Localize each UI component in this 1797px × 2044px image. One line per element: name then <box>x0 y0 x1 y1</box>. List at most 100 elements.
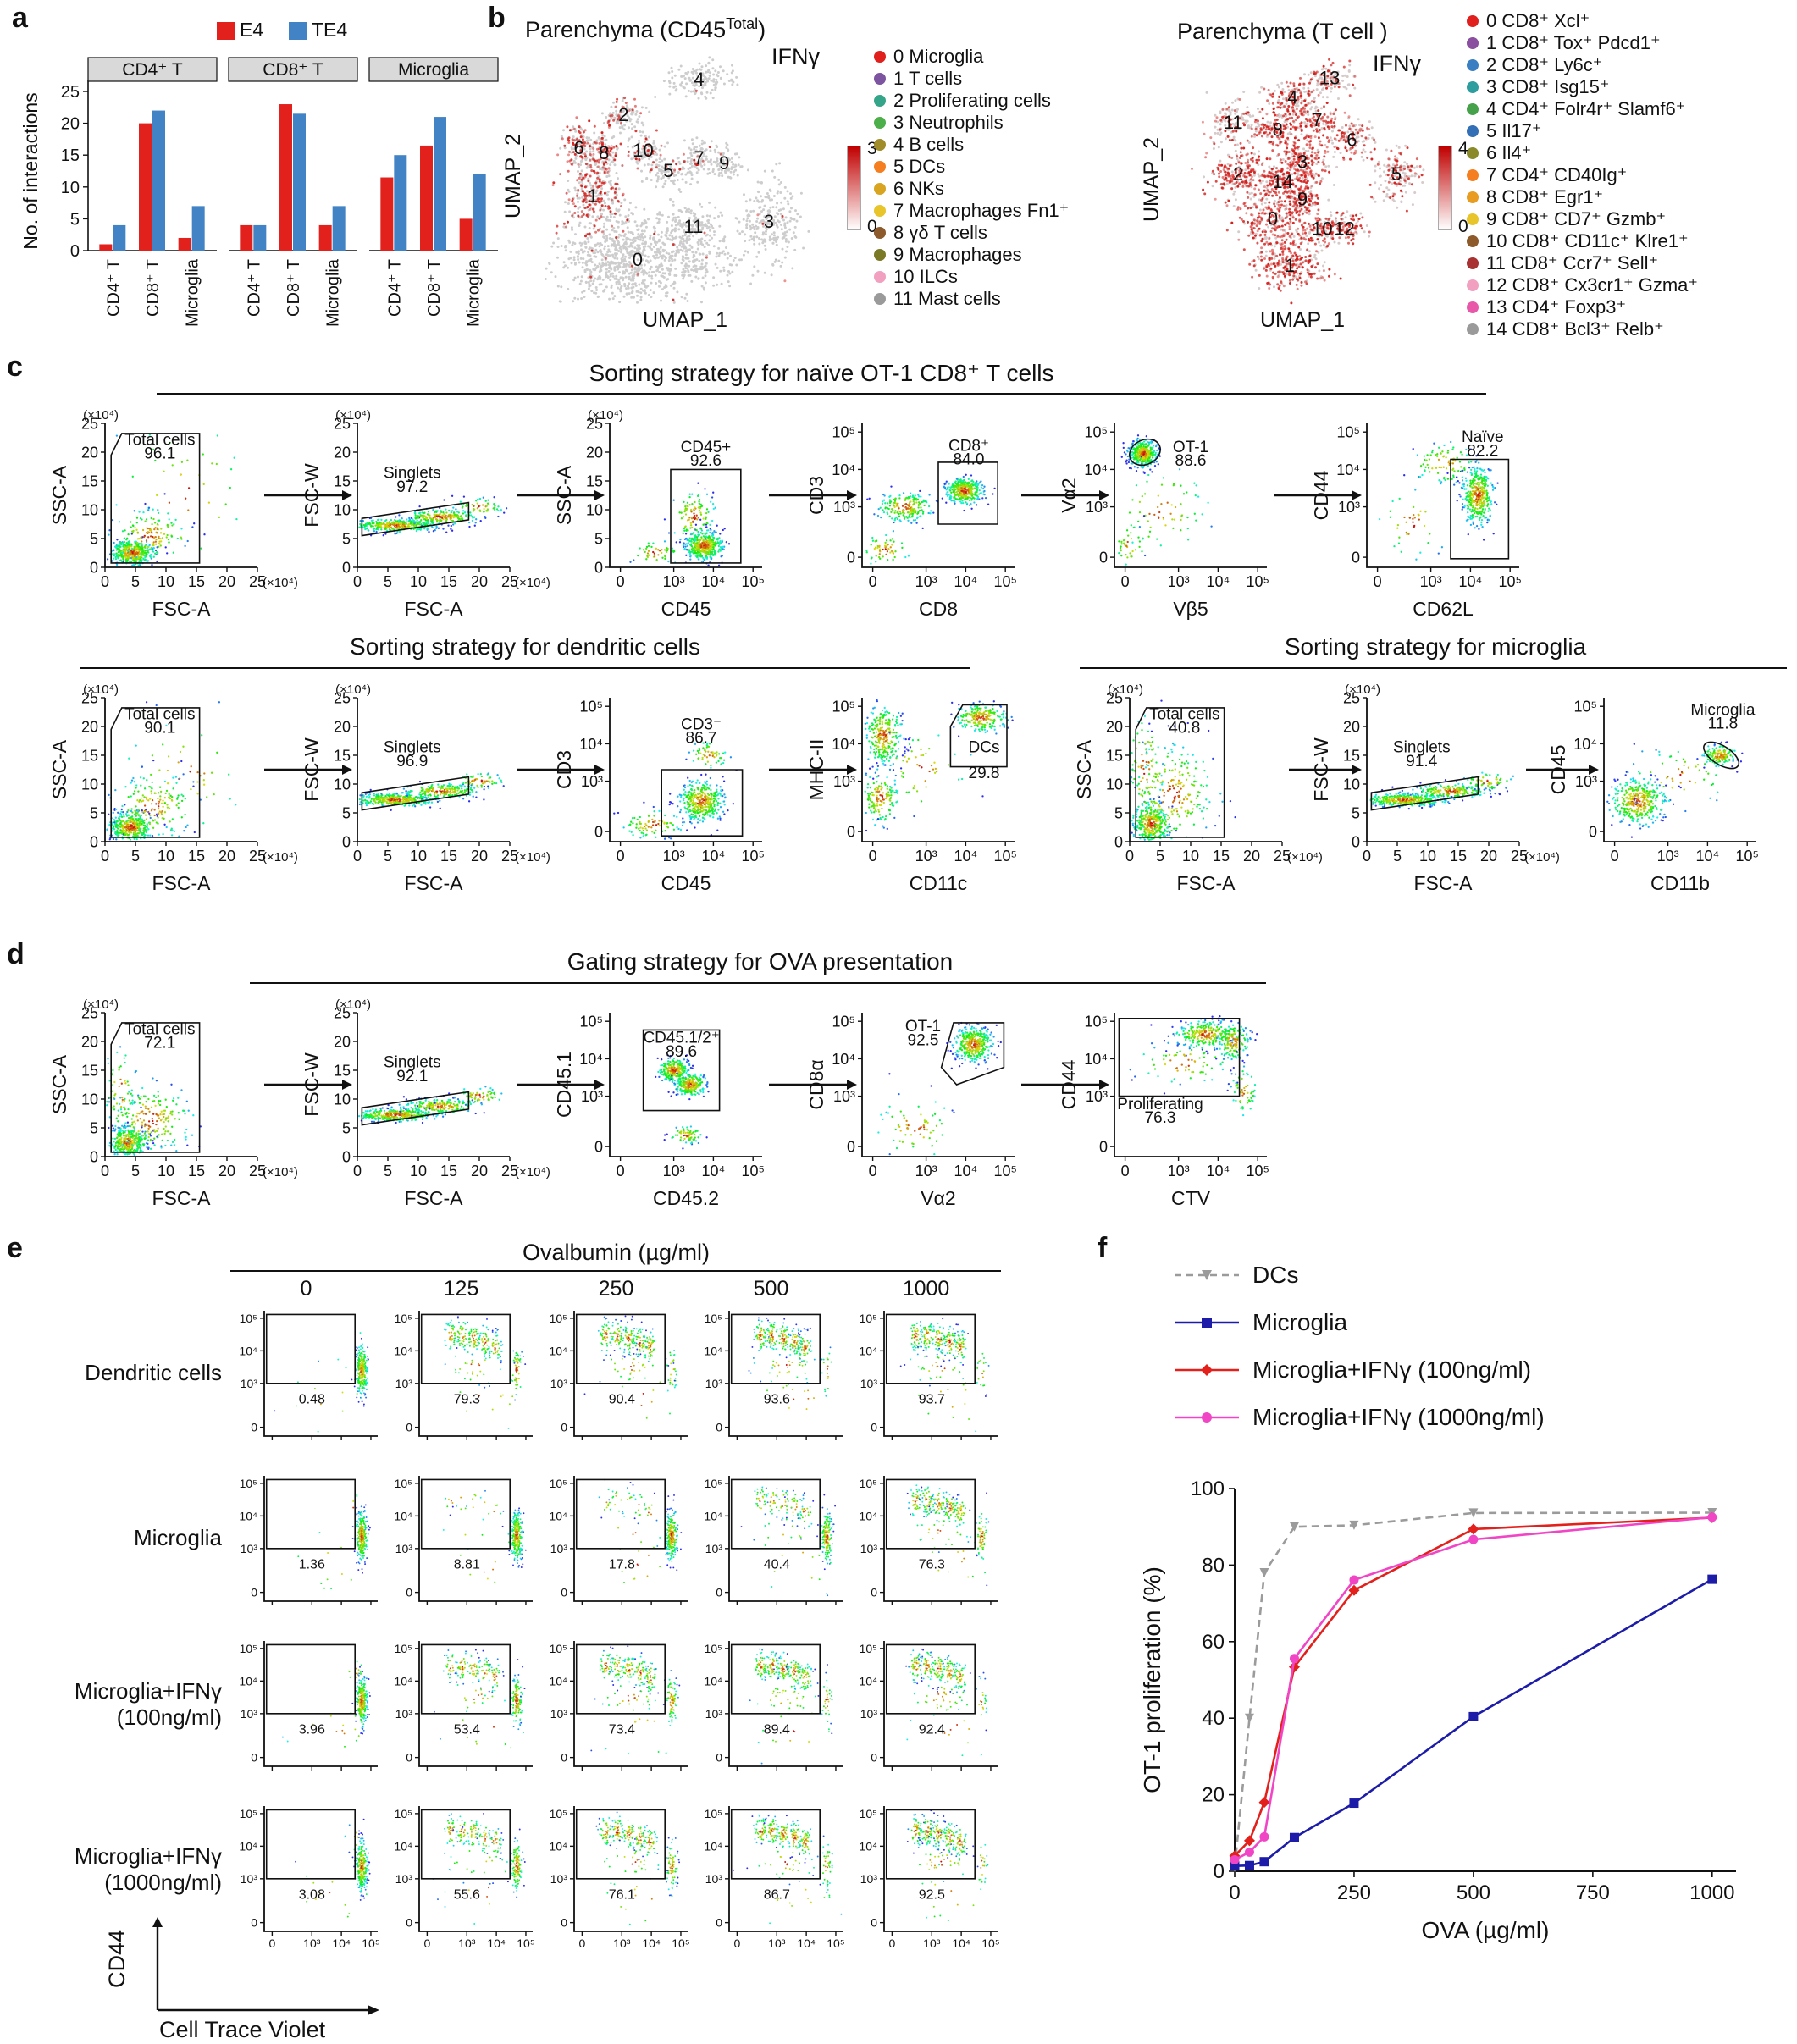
svg-text:UMAP_1: UMAP_1 <box>643 308 727 332</box>
legend-item: 1 T cells <box>874 68 1069 90</box>
arrow-icon <box>1021 1080 1109 1090</box>
svg-text:5: 5 <box>70 210 80 229</box>
legend-item: Microglia+IFNγ (100ng/ml) <box>1173 1346 1545 1394</box>
flow-row-mg: 0 5 10 15 20 25 0 5 10 15 20 25 SSC-A FSC-A (×10⁴) (×10… <box>1069 681 1797 894</box>
legend-item: 1 CD8⁺ Tox⁺ Pdcd1⁺ <box>1467 32 1698 54</box>
umap-left-title-suffix: ) <box>758 17 766 42</box>
legend-item: 11 CD8⁺ Ccr7⁺ Sell⁺ <box>1467 252 1698 274</box>
legend-item: 4 B cells <box>874 134 1069 156</box>
legend-dot-icon <box>1467 323 1479 335</box>
umap-right-title: Parenchyma (T cell ) <box>1177 19 1388 45</box>
svg-text:No. of interactions: No. of interactions <box>19 92 41 249</box>
svg-text:20: 20 <box>61 115 80 134</box>
svg-text:2: 2 <box>618 104 628 125</box>
legend-label: 3 CD8⁺ Isg15⁺ <box>1486 76 1610 98</box>
arrow-icon <box>517 765 605 775</box>
legend-item: 9 Macrophages <box>874 244 1069 266</box>
legend-dot-icon <box>1467 213 1479 225</box>
svg-text:3: 3 <box>764 211 774 232</box>
legend-item: 14 CD8⁺ Bcl3⁺ Relb⁺ <box>1467 318 1698 340</box>
legend-dot-icon <box>1467 103 1479 115</box>
legend-dot-icon <box>874 271 886 283</box>
ova-column-header: 500 <box>694 1277 849 1301</box>
legend-item: 12 CD8⁺ Cx3cr1⁺ Gzma⁺ <box>1467 274 1698 296</box>
svg-text:TE4: TE4 <box>312 19 347 41</box>
svg-text:9: 9 <box>719 152 729 174</box>
svg-text:Microglia: Microglia <box>324 258 343 327</box>
legend-dot-icon <box>874 227 886 239</box>
legend-label: 11 CD8⁺ Ccr7⁺ Sell⁺ <box>1486 252 1658 274</box>
legend-dot-icon <box>1467 15 1479 27</box>
ifng-colorbar-right: 4 0 <box>1438 139 1482 236</box>
umap-left-title-text: Parenchyma (CD45 <box>525 17 726 42</box>
legend-label: 11 Mast cells <box>893 288 1001 310</box>
legend-item: 5 Il17⁺ <box>1467 120 1698 142</box>
svg-text:10: 10 <box>633 140 653 161</box>
arrow-icon <box>264 1080 352 1090</box>
ova-column-headers: 0 125 250 500 1000 <box>229 1277 1004 1301</box>
umap-left-title-sup: Total <box>726 15 758 32</box>
legend-dot-icon <box>1467 147 1479 159</box>
legend-item: 7 Macrophages Fn1⁺ <box>874 200 1069 222</box>
legend-item: 7 CD4⁺ CD40Ig⁺ <box>1467 164 1698 186</box>
flow-row-naive: 0 5 10 15 20 25 0 5 10 15 20 25 SSC-A FSC-A (×10⁴) (×10… <box>44 406 1780 620</box>
flow-plot: 0 10³ 10⁴ 10⁵0510152025SSC-ACD45(×10⁴)CD45+… <box>553 408 765 620</box>
ova-column-header: 0 <box>229 1277 384 1301</box>
arrow-icon <box>1021 490 1109 500</box>
legend-sample-icon <box>1175 1318 1239 1328</box>
svg-text:CD8⁺ T: CD8⁺ T <box>285 259 303 317</box>
umap-right-legend: 0 CD8⁺ Xcl⁺ 1 CD8⁺ Tox⁺ Pdcd1⁺ 2 CD8⁺ Ly6c… <box>1467 10 1698 340</box>
legend-dot-icon <box>1467 191 1479 203</box>
legend-dot-icon <box>1467 37 1479 49</box>
flow-plot: 0 5 10 15 20 250510152025FSC-WFSC-A(×10⁴)(×10… <box>301 682 550 894</box>
legend-label: Microglia+IFNγ (100ng/ml) <box>1252 1356 1531 1384</box>
panel-f-label: f <box>1098 1232 1107 1265</box>
legend-label: 12 CD8⁺ Cx3cr1⁺ Gzma⁺ <box>1486 274 1698 296</box>
svg-text:IFNγ: IFNγ <box>771 44 820 69</box>
ova-column-header: 250 <box>539 1277 694 1301</box>
svg-text:11: 11 <box>683 216 703 237</box>
svg-text:CD8⁺ T: CD8⁺ T <box>263 60 323 80</box>
legend-label: 14 CD8⁺ Bcl3⁺ Relb⁺ <box>1486 318 1664 340</box>
svg-text:E4: E4 <box>240 19 263 41</box>
flow-plot: 0 10³ 10⁴ 10⁵010³10⁴10⁵CD45.1CD45.2CD45.1/2… <box>553 1013 765 1209</box>
e-y-axis-label: CD44 <box>104 1930 130 1988</box>
svg-text:0: 0 <box>633 249 643 270</box>
legend-sample-icon <box>1175 1412 1239 1423</box>
legend-label: 9 Macrophages <box>893 244 1022 266</box>
legend-label: 8 γδ T cells <box>893 222 987 244</box>
svg-text:Microglia: Microglia <box>184 258 202 327</box>
legend-label: Microglia <box>1252 1309 1347 1336</box>
svg-text:4: 4 <box>694 69 704 90</box>
title-underline <box>250 982 1266 984</box>
colorbar-min: 0 <box>1458 217 1468 237</box>
legend-dot-icon <box>1467 169 1479 181</box>
colorbar-max: 4 <box>1458 139 1468 159</box>
title-underline <box>157 393 1486 395</box>
panel-b-label: b <box>488 2 506 35</box>
svg-text:6: 6 <box>573 137 583 158</box>
flow-plot: 0 5 10 15 20 250510152025FSC-WFSC-A(×10⁴)(×10… <box>1310 682 1560 894</box>
sorting-title-naive: Sorting strategy for naïve OT-1 CD8⁺ T c… <box>161 359 1482 387</box>
flow-plot: 0 10³ 10⁴ 10⁵010³10⁴10⁵CD45CD11bMicroglia11… <box>1547 698 1759 894</box>
arrow-icon <box>1274 490 1362 500</box>
legend-dot-icon <box>874 161 886 173</box>
sorting-title-mg: Sorting strategy for microglia <box>1084 633 1787 660</box>
panel-e-label: e <box>7 1232 23 1265</box>
flow-plot: 0 10³ 10⁴ 10⁵010³10⁴10⁵CD44CTVProliferating… <box>1058 1013 1269 1209</box>
svg-text:CD4⁺ T: CD4⁺ T <box>104 259 123 317</box>
e-axis-arrows <box>152 1917 379 2015</box>
flow-plot: 0 5 10 15 20 250510152025FSC-WFSC-A(×10⁴)(×10… <box>301 408 550 620</box>
